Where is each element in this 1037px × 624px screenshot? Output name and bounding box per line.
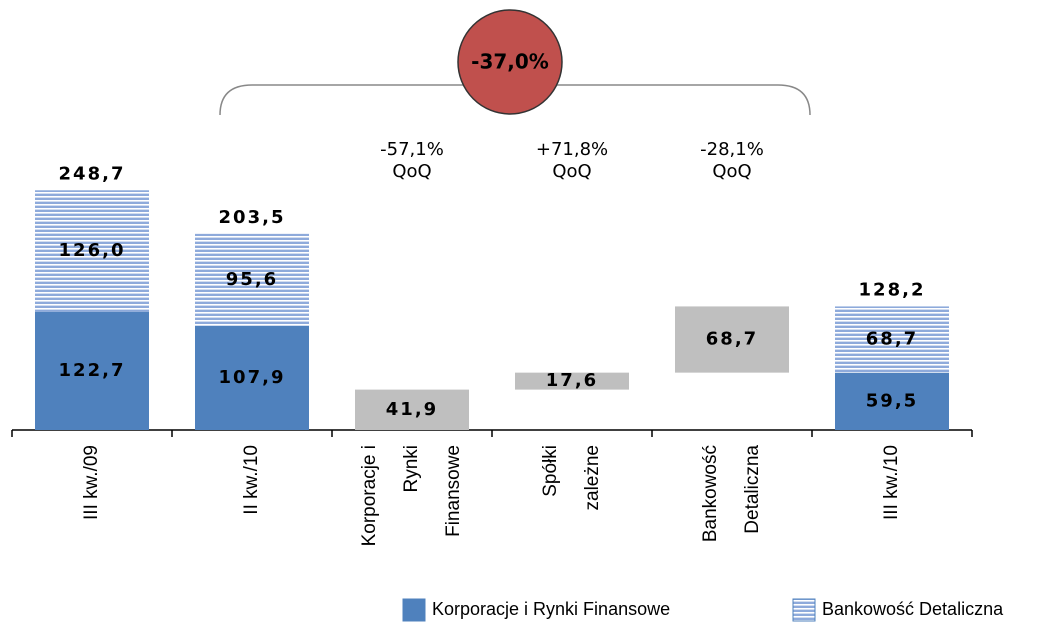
total-label: 248,7 xyxy=(59,163,126,184)
change-bar xyxy=(355,389,469,430)
value-label: 95,6 xyxy=(226,269,278,290)
change-pct-label: -57,1% QoQ xyxy=(380,139,444,182)
legend-label: Bankowość Detaliczna xyxy=(822,599,1004,619)
legend-label: Korporacje i Rynki Finansowe xyxy=(432,599,670,619)
total-label: 203,5 xyxy=(219,207,286,228)
bar-segment xyxy=(195,325,309,430)
value-label: 122,7 xyxy=(59,360,126,381)
legend-swatch xyxy=(792,598,816,622)
total-label: 128,2 xyxy=(859,279,926,300)
legend-swatch xyxy=(402,598,426,622)
change-pct-label: +71,8% QoQ xyxy=(536,139,608,182)
value-label: 107,9 xyxy=(219,367,286,388)
x-tick-label: III kw./10 xyxy=(881,445,902,520)
x-tick-label: Spółki zależne xyxy=(540,445,603,511)
value-label: 68,7 xyxy=(866,329,918,350)
bar-segment xyxy=(35,311,149,430)
change-pct-label: -28,1% QoQ xyxy=(700,139,764,182)
total-change: -37,0% xyxy=(471,50,549,74)
total-change-badge xyxy=(457,9,563,115)
bar-segment xyxy=(835,372,949,430)
change-bar xyxy=(675,306,789,373)
change-value-label: 17,6 xyxy=(546,370,598,391)
x-tick-label: Bankowość Detaliczna xyxy=(700,445,763,543)
value-label: 126,0 xyxy=(59,240,126,261)
bar-segment xyxy=(835,306,949,373)
x-tick-label: Korporacje i Rynki Finansowe xyxy=(359,445,464,546)
bar-segment xyxy=(195,233,309,326)
value-label: 59,5 xyxy=(866,390,918,411)
x-tick-label: III kw./09 xyxy=(81,445,102,520)
x-tick-label: II kw./10 xyxy=(241,445,262,515)
change-bar xyxy=(515,372,629,390)
bar-segment xyxy=(35,190,149,312)
change-value-label: 68,7 xyxy=(706,329,758,350)
change-value-label: 41,9 xyxy=(386,399,438,420)
